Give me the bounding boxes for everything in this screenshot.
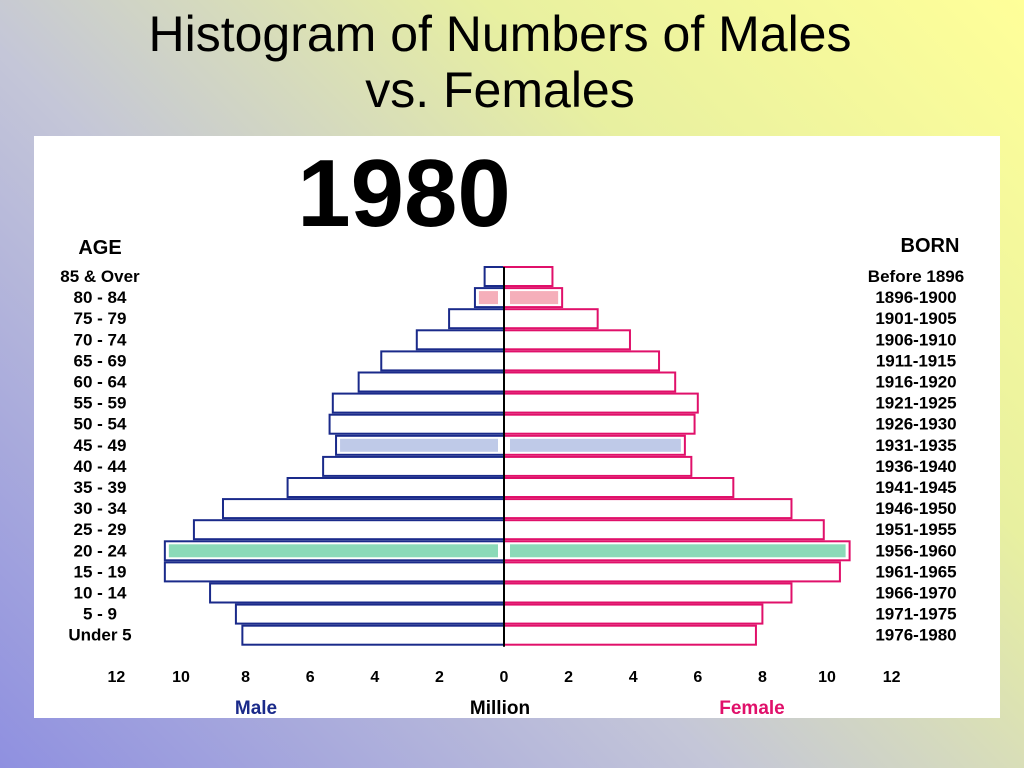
age-label: 35 - 39 [74, 478, 127, 497]
male-bar [192, 519, 505, 541]
male-bar [415, 329, 506, 351]
x-tick-label: 8 [758, 669, 767, 686]
male-bar [448, 308, 505, 330]
age-label: 15 - 19 [74, 562, 127, 581]
age-label: 50 - 54 [74, 415, 127, 434]
age-label: 85 & Over [60, 267, 140, 286]
age-label: 20 - 24 [74, 541, 127, 560]
born-label: 1956-1960 [875, 541, 956, 560]
population-pyramid-chart: 1980 AGE BORN 85 & Over Before 1896 80 - 84 18… [34, 136, 1000, 718]
x-tick-label: 6 [693, 669, 702, 686]
male-bar-highlight [168, 544, 498, 558]
male-bar [286, 477, 505, 498]
female-side-label: Female [719, 698, 784, 718]
male-bar [331, 392, 505, 414]
x-axis-label: Million [470, 698, 530, 718]
born-label: 1926-1930 [875, 415, 956, 434]
female-bar [503, 371, 677, 393]
female-bar-highlight [510, 438, 681, 452]
male-bar [380, 350, 506, 372]
x-tick-label: 6 [306, 669, 315, 686]
age-header: AGE [78, 237, 121, 259]
born-label: 1906-1910 [875, 330, 956, 349]
x-tick-label: 12 [108, 669, 126, 686]
x-tick-label: 4 [629, 669, 638, 686]
slide-title-line1: Histogram of Numbers of Males [148, 6, 852, 62]
chart-svg: 1980 AGE BORN 85 & Over Before 1896 80 - 84 18… [60, 140, 964, 718]
male-bar [357, 371, 505, 393]
female-bar [503, 582, 793, 604]
female-bar [503, 308, 599, 330]
born-label: 1936-1940 [875, 457, 956, 476]
age-label: 25 - 29 [74, 520, 127, 539]
female-bar-highlight [510, 544, 846, 558]
born-label: 1896-1900 [875, 288, 956, 307]
born-label: Before 1896 [868, 267, 964, 286]
chart-year-title: 1980 [297, 140, 511, 247]
male-bar-highlight [478, 291, 498, 305]
age-label: 70 - 74 [74, 330, 127, 349]
age-label: 10 - 14 [74, 584, 127, 603]
born-label: 1961-1965 [875, 562, 956, 581]
born-label: 1921-1925 [875, 394, 956, 413]
age-label: 75 - 79 [74, 309, 127, 328]
x-tick-label: 0 [500, 669, 509, 686]
slide-title-line2: vs. Females [365, 62, 635, 118]
male-bar [322, 455, 505, 477]
female-bar [503, 350, 661, 372]
female-bar [503, 392, 699, 414]
male-bar [209, 582, 505, 604]
born-label: 1966-1970 [875, 584, 956, 603]
female-bar [503, 498, 793, 520]
born-label: 1951-1955 [875, 520, 956, 539]
slide-title: Histogram of Numbers of Males vs. Female… [0, 0, 1000, 118]
born-label: 1971-1975 [875, 605, 956, 624]
x-tick-label: 10 [818, 669, 836, 686]
male-bar [234, 603, 505, 625]
age-label: 55 - 59 [74, 394, 127, 413]
male-bar [221, 498, 506, 520]
female-bar [503, 329, 631, 351]
age-label: 60 - 64 [74, 373, 127, 392]
female-bar [503, 477, 735, 498]
x-tick-label: 8 [241, 669, 250, 686]
born-label: 1916-1920 [875, 373, 956, 392]
age-label: 5 - 9 [83, 605, 117, 624]
x-tick-label: 12 [883, 669, 901, 686]
female-bar [503, 603, 764, 625]
born-label: 1901-1905 [875, 309, 956, 328]
born-label: 1946-1950 [875, 499, 956, 518]
age-label: 30 - 34 [74, 499, 127, 518]
male-bar [328, 413, 505, 435]
born-label: 1931-1935 [875, 436, 956, 455]
born-header: BORN [901, 235, 960, 257]
male-bar [163, 561, 505, 583]
female-bar [503, 266, 554, 287]
born-label: 1976-1980 [875, 626, 956, 645]
male-bar [483, 266, 505, 287]
female-bar [503, 624, 757, 646]
x-tick-label: 2 [564, 669, 573, 686]
born-label: 1911-1915 [876, 351, 956, 370]
female-bar [503, 455, 693, 477]
female-bar [503, 413, 696, 435]
age-label: 80 - 84 [74, 288, 127, 307]
female-bar [503, 561, 841, 583]
age-label: 40 - 44 [74, 457, 127, 476]
x-tick-label: 4 [370, 669, 379, 686]
male-side-label: Male [235, 698, 277, 718]
age-label: Under 5 [68, 626, 131, 645]
age-label: 45 - 49 [74, 436, 127, 455]
male-bar [241, 624, 505, 646]
born-label: 1941-1945 [875, 478, 956, 497]
age-label: 65 - 69 [74, 351, 127, 370]
female-bar [503, 519, 825, 541]
x-tick-label: 10 [172, 669, 190, 686]
male-bar-highlight [340, 438, 498, 452]
x-tick-label: 2 [435, 669, 444, 686]
female-bar-highlight [510, 291, 559, 305]
